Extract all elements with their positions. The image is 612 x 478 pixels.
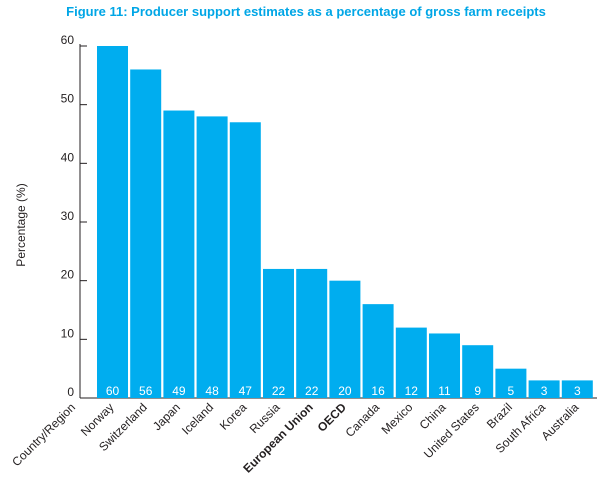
data-label: 20 — [338, 384, 352, 398]
y-tick-label: 10 — [61, 326, 75, 340]
bar — [263, 268, 294, 398]
category-label: Mexico — [379, 400, 416, 437]
bar — [229, 122, 261, 399]
data-label: 12 — [405, 384, 419, 398]
bar — [97, 46, 128, 398]
y-tick-label: 0 — [67, 385, 74, 399]
y-tick-label: 60 — [61, 33, 75, 47]
data-label: 5 — [508, 384, 515, 398]
data-label: 11 — [438, 384, 451, 398]
data-label: 22 — [272, 384, 286, 398]
y-axis-label: Percentage (%) — [14, 183, 28, 266]
chart-title: Figure 11: Producer support estimates as… — [66, 4, 546, 19]
category-label: Canada — [343, 400, 383, 440]
bar — [495, 368, 527, 398]
data-label: 60 — [106, 384, 120, 398]
data-label: 48 — [205, 384, 219, 398]
bar — [296, 268, 328, 398]
data-label: 49 — [172, 384, 186, 398]
bar — [362, 304, 394, 398]
bar — [329, 280, 361, 398]
category-label: Japan — [150, 400, 183, 433]
data-label: 47 — [239, 384, 253, 398]
y-tick-label: 30 — [61, 209, 75, 223]
bar — [561, 380, 593, 398]
bars: 60 56 49 48 47 22 22 20 16 12 11 9 5 3 3 — [97, 46, 593, 399]
x-axis-label: Country/Region — [9, 400, 78, 469]
y-tick-label: 50 — [61, 92, 75, 106]
y-tick-label: 20 — [61, 268, 75, 282]
data-label: 9 — [474, 384, 481, 398]
category-label: Brazil — [484, 400, 515, 431]
data-label: 22 — [305, 384, 319, 398]
bar — [462, 345, 494, 398]
category-label: Korea — [217, 400, 250, 433]
bar — [130, 69, 162, 398]
category-label: Australia — [539, 400, 582, 443]
y-tick-label: 40 — [61, 150, 75, 164]
data-label: 3 — [541, 384, 548, 398]
bar — [395, 327, 427, 398]
bar — [163, 110, 195, 399]
bar — [196, 116, 228, 399]
data-label: 3 — [574, 384, 581, 398]
data-label: 56 — [139, 384, 153, 398]
bar — [528, 380, 560, 398]
category-label: Iceland — [179, 400, 216, 437]
bar — [429, 333, 460, 398]
data-label: 16 — [371, 384, 385, 398]
